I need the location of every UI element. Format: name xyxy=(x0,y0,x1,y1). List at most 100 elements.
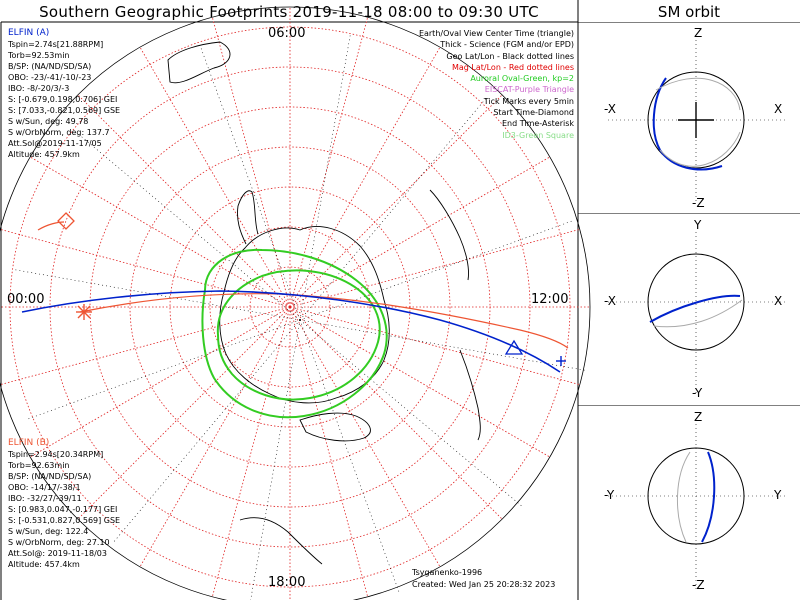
elfin-a-line: OBO: -23/-41/-10/-23 xyxy=(8,73,92,82)
elfin-a-track xyxy=(21,290,561,373)
elfin-b-line: S w/OrbNorm, deg: 27.10 xyxy=(8,538,110,547)
geo-lon-line xyxy=(299,319,523,507)
elfin-b-line: S: [-0.531,0.827,0.569] GSE xyxy=(8,516,121,525)
elfin-a-line: B/SP: (NA/ND/SD/SA) xyxy=(8,62,92,71)
legend-item: Geo Lat/Lon - Black dotted lines xyxy=(446,51,574,61)
elfin-b-start-diamond xyxy=(57,212,75,230)
geo-lon-line xyxy=(299,319,586,371)
sm-orbit-plot-xy xyxy=(578,232,800,407)
sm-axis-bottom: -Z xyxy=(692,196,705,210)
mag-lon-spoke xyxy=(289,306,369,597)
sm-orbit-plot-yz xyxy=(608,424,786,592)
sm-axis-bottom: -Y xyxy=(692,386,703,400)
elfin-b-header: ELFIN (B) xyxy=(8,438,50,448)
mlt-label-bottom: 18:00 xyxy=(268,575,306,590)
auroral-oval xyxy=(201,248,388,419)
elfin-a-line: S w/OrbNorm, deg: 137.7 xyxy=(8,128,110,137)
geo-lon-line xyxy=(250,319,301,600)
mlt-label-top: 06:00 xyxy=(268,26,306,41)
mag-lon-spoke xyxy=(289,306,580,386)
sm-axis-right: Y xyxy=(774,488,782,502)
mag-lat-ring xyxy=(129,146,451,468)
mag-lon-spoke xyxy=(0,306,291,386)
sm-orbit-panel-xz: Z -Z -X X xyxy=(578,21,800,215)
mag-lon-spoke xyxy=(29,156,291,308)
geo-lon-line xyxy=(14,269,301,321)
elfin-b-line: OBO: -14/17/-38/1 xyxy=(8,483,81,492)
elfin-a-line: Tspin=2.74s[21.88RPM] xyxy=(8,40,104,49)
sm-orbit-panel-yz: Z -Z -Y Y xyxy=(578,406,800,600)
mag-lon-spoke xyxy=(289,306,551,458)
mag-lon-spoke xyxy=(29,306,291,458)
sm-axis-right: X xyxy=(774,294,783,308)
elfin-b-line: IBO: -32/27/-39/11 xyxy=(8,494,82,503)
mag-lon-spoke xyxy=(289,306,441,568)
geo-lon-line xyxy=(200,47,301,321)
elfin-a-line: Torb=92.53min xyxy=(8,51,70,60)
legend-item: Earth/Oval View Center Time (triangle) xyxy=(418,29,574,38)
elfin-a-header: ELFIN (A) xyxy=(8,28,50,38)
elfin-a-line: S: [-0.679,0.198,0.706] GEI xyxy=(8,95,118,104)
geo-lon-line xyxy=(27,319,301,420)
mag-lon-spoke xyxy=(289,228,580,308)
elfin-b-line: Torb=92.63min xyxy=(8,461,70,470)
elfin-a-line: Altitude: 457.9km xyxy=(8,150,80,159)
mag-lon-spoke xyxy=(289,94,503,308)
elfin-b-line: Altitude: 457.4km xyxy=(8,560,80,569)
mlt-label-left: 00:00 xyxy=(7,292,45,307)
elfin-a-end-asterisk xyxy=(556,356,566,366)
elfin-a-line: Att.Sol@2019-11-17/05 xyxy=(8,139,102,148)
geo-lon-line xyxy=(77,133,301,321)
legend-item: Mag Lat/Lon - Red dotted lines xyxy=(451,62,574,72)
elfin-b-line: Att.Sol@: 2019-11-18/03 xyxy=(8,549,107,558)
mag-lon-spoke xyxy=(139,46,291,308)
legend-item: Auroral Oval-Green, kp=2 xyxy=(470,74,574,84)
mlt-label-right: 12:00 xyxy=(531,292,569,307)
sm-axis-top: Y xyxy=(694,218,702,232)
mag-lon-spoke xyxy=(139,306,291,568)
elfin-b-end-asterisk xyxy=(76,304,92,320)
legend-item: Start Time-Diamond xyxy=(493,108,574,118)
sm-axis-top: Z xyxy=(694,410,703,424)
model-credit: Tsyganenko-1996 xyxy=(412,568,483,577)
map-circle-grid xyxy=(0,6,591,600)
sm-axis-bottom: -Z xyxy=(692,578,705,592)
legend-item: ID3-Green Square xyxy=(502,130,574,140)
mag-lat-ring xyxy=(209,226,371,388)
sm-orbit-title: SM orbit xyxy=(657,3,721,21)
elfin-a-view-triangle xyxy=(504,339,524,355)
elfin-b-line: Tspin=2.94s[20.34RPM] xyxy=(8,450,104,459)
legend: Earth/Oval View Center Time (triangle) T… xyxy=(419,28,574,141)
sm-axis-right: X xyxy=(774,102,783,116)
sm-orbit-panel-xy: Y -Y -X X xyxy=(578,214,800,407)
elfin-a-line: S w/Sun, deg: 49.78 xyxy=(8,117,89,126)
mag-lon-spoke xyxy=(77,94,291,308)
mag-lon-spoke xyxy=(289,17,369,308)
geo-lon-line xyxy=(113,319,301,543)
elfin-a-line: IBO: -8/-20/3/-3 xyxy=(8,84,70,93)
geo-lon-line xyxy=(299,220,573,321)
elfin-b-track xyxy=(37,221,569,349)
sm-axis-left: -X xyxy=(604,294,616,308)
geo-lon-line xyxy=(299,34,351,321)
page-title: Southern Geographic Footprints 2019-11-1… xyxy=(39,3,539,21)
geo-lon-line xyxy=(299,319,400,593)
mag-lon-spoke xyxy=(289,46,441,308)
elfin-b-line: B/SP: (NA/ND/SD/SA) xyxy=(8,472,92,481)
mag-lon-spoke xyxy=(77,306,291,520)
legend-item: EISCAT-Purple Triangle xyxy=(484,85,574,95)
legend-item: Thick - Science (FGM and/or EPD) xyxy=(440,40,574,50)
sm-axis-left: -Y xyxy=(604,488,615,502)
created-credit: Created: Wed Jan 25 20:28:32 2023 xyxy=(412,580,556,589)
sm-axis-left: -X xyxy=(604,102,616,116)
mag-lon-spoke xyxy=(211,17,291,308)
legend-item: Tick Marks every 5min xyxy=(483,96,574,106)
elfin-b-line: S w/Sun, deg: 122.4 xyxy=(8,527,89,536)
elfin-b-info: ELFIN (B) Tspin=2.94s[20.34RPM] Torb=92.… xyxy=(8,438,120,570)
legend-item: End Time-Asterisk xyxy=(501,119,574,129)
elfin-b-line: S: [0.983,0.047,-0.177] GEI xyxy=(8,505,118,514)
geo-lon-line xyxy=(299,97,487,321)
mag-lon-spoke xyxy=(211,306,291,597)
elfin-a-info: ELFIN (A) Tspin=2.74s[21.88RPM] Torb=92.… xyxy=(8,28,120,160)
